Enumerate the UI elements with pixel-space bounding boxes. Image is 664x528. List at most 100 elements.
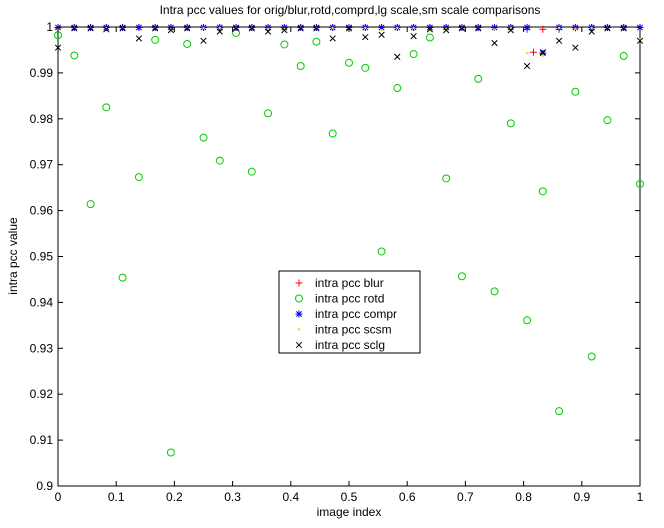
data-point [378, 31, 385, 38]
data-point [86, 200, 95, 209]
data-point [426, 26, 434, 33]
data-point [557, 26, 561, 30]
data-point [135, 35, 143, 42]
data-point [539, 49, 546, 56]
data-point [490, 287, 499, 296]
x-tick-label: 0 [55, 490, 62, 504]
data-point [329, 35, 336, 42]
data-point [70, 51, 79, 60]
data-point [134, 173, 143, 182]
data-point [539, 25, 547, 33]
data-point [87, 25, 94, 32]
y-tick-label: 0.94 [30, 295, 54, 309]
legend-marker [295, 341, 303, 349]
data-point [296, 62, 305, 71]
data-point [380, 29, 383, 32]
data-point [54, 44, 62, 51]
data-point [474, 74, 483, 83]
data-point [218, 26, 221, 30]
x-tick-label: 0.6 [399, 490, 416, 504]
legend-marker [295, 279, 303, 287]
series-x [54, 25, 644, 70]
data-point [377, 247, 386, 256]
data-point [603, 116, 612, 125]
data-point [364, 26, 367, 30]
x-tick-label: 0.8 [515, 490, 532, 504]
data-point [604, 25, 611, 32]
data-marks [54, 23, 644, 457]
y-tick-label: 0.93 [30, 341, 54, 355]
y-tick-label: 0.92 [30, 387, 54, 401]
data-point [555, 407, 564, 416]
data-point [102, 103, 111, 112]
legend-item: intra pcc rotd [295, 292, 384, 306]
y-tick-label: 0.91 [30, 433, 54, 447]
x-tick-label: 0.1 [108, 490, 125, 504]
x-tick-label: 0.3 [224, 490, 241, 504]
data-point [571, 23, 579, 31]
x-axis-title: image index [317, 505, 382, 519]
x-tick-label: 0.7 [457, 490, 474, 504]
data-point [507, 27, 514, 34]
legend-label: intra pcc scsm [315, 323, 392, 337]
plot-frame [57, 26, 641, 487]
data-point [394, 53, 401, 60]
legend-label: intra pcc rotd [315, 292, 384, 306]
y-tick-label: 0.95 [30, 250, 54, 264]
legend-label: intra pcc compr [315, 307, 397, 321]
data-point [458, 25, 466, 32]
data-point [200, 37, 207, 44]
data-point [525, 51, 529, 55]
data-point [118, 273, 127, 282]
legend-label: intra pcc sclg [315, 338, 385, 352]
data-point [393, 84, 402, 93]
data-point [574, 27, 577, 31]
data-point [529, 48, 537, 56]
data-point [541, 54, 545, 57]
data-point [619, 51, 628, 60]
data-point [166, 448, 175, 457]
data-point [442, 174, 451, 183]
x-tick-label: 0.5 [341, 490, 358, 504]
y-tick-label: 0.96 [30, 204, 54, 218]
y-tick-label: 0.98 [30, 112, 54, 126]
legend-label: intra pcc blur [315, 276, 384, 290]
data-point [266, 27, 270, 31]
chart-title: Intra pcc values for orig/blur,rotd,comp… [160, 3, 541, 17]
x-tick-label: 1 [637, 490, 644, 504]
data-point [572, 44, 579, 51]
data-point [636, 179, 644, 188]
legend-item: intra pcc scsm [297, 323, 392, 337]
data-point [362, 33, 369, 41]
data-point [345, 58, 353, 67]
data-point [509, 26, 512, 30]
data-point [506, 119, 515, 128]
y-tick-label: 1 [46, 20, 53, 34]
data-point [264, 28, 272, 35]
data-point [588, 28, 595, 35]
data-point [151, 35, 160, 44]
data-point [361, 63, 370, 72]
y-axis: 0.9 0.91 0.92 0.93 0.94 0.95 0.96 0.97 0.98 0.99 1 [30, 20, 640, 493]
data-point [199, 133, 208, 142]
x-tick-label: 0.9 [573, 490, 590, 504]
y-axis-title: intra pcc value [6, 217, 20, 295]
x-tick-label: 0.2 [166, 490, 183, 504]
data-point [280, 40, 289, 49]
data-point [523, 316, 532, 325]
data-point [457, 272, 466, 281]
data-point [232, 25, 240, 32]
data-point [409, 50, 418, 59]
data-point [636, 37, 644, 44]
data-point [184, 25, 191, 32]
data-point [247, 167, 256, 176]
data-point [410, 33, 417, 40]
data-point [538, 187, 547, 196]
y-tick-label: 0.9 [36, 479, 53, 493]
data-point [443, 27, 450, 34]
plot-area [54, 23, 644, 487]
data-point [264, 109, 273, 118]
legend-marker [297, 328, 301, 331]
